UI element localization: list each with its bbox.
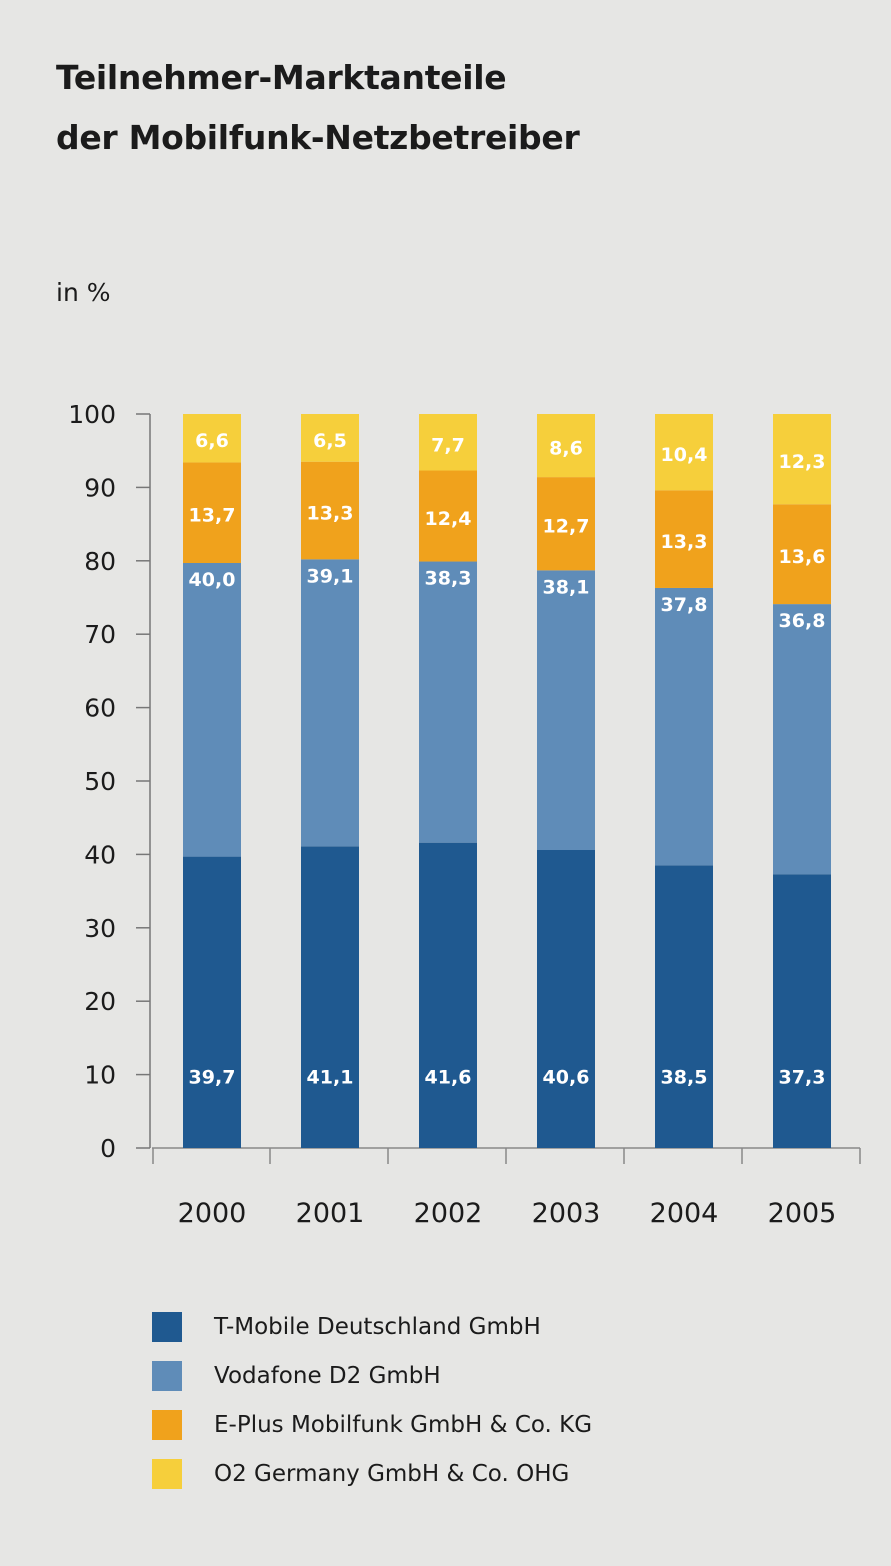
bar-segment [419, 561, 477, 843]
legend-label: O2 Germany GmbH & Co. OHG [214, 1460, 570, 1487]
legend-swatch [152, 1458, 182, 1489]
y-axis-unit-label: in % [56, 278, 111, 307]
data-label: 37,3 [779, 1067, 826, 1089]
legend-label: E-Plus Mobilfunk GmbH & Co. KG [214, 1411, 593, 1438]
data-label: 12,7 [543, 516, 590, 538]
data-label: 6,6 [195, 430, 229, 452]
bar-segment [537, 849, 595, 1148]
y-tick-label: 20 [84, 987, 116, 1016]
data-label: 8,6 [549, 438, 583, 460]
data-label: 7,7 [431, 434, 465, 456]
chart-title-line-2: der Mobilfunk-Netzbetreiber [56, 118, 580, 157]
bar-segment [419, 470, 477, 562]
y-tick-label: 70 [84, 620, 116, 649]
y-tick-label: 80 [84, 547, 116, 576]
data-label: 6,5 [313, 430, 347, 452]
data-label: 40,0 [189, 569, 236, 591]
data-label: 13,7 [189, 505, 236, 527]
y-tick-label: 0 [100, 1134, 116, 1163]
bar-segment [773, 504, 831, 605]
y-tick-label: 60 [84, 694, 116, 723]
bar-segment [419, 414, 477, 471]
y-tick-label: 10 [84, 1061, 116, 1090]
bar-segment [655, 587, 713, 866]
x-tick-label: 2004 [650, 1198, 719, 1229]
x-tick-label: 2003 [532, 1198, 601, 1229]
data-label: 37,8 [661, 594, 708, 616]
data-label: 38,3 [425, 568, 472, 590]
stacked-bar-chart: 0 10 20 30 40 50 60 70 80 90 100 39,7 40,0 13,7 6,6 200… [68, 400, 861, 1229]
bar-segment [301, 559, 359, 847]
data-label: 13,3 [661, 531, 708, 553]
x-tick-label: 2005 [768, 1198, 837, 1229]
bar-segment [183, 414, 241, 463]
legend-item: Vodafone D2 GmbH [152, 1351, 592, 1400]
data-label: 10,4 [661, 444, 708, 466]
bar-segment [773, 604, 831, 875]
y-tick-label: 90 [84, 473, 116, 502]
y-tick-label: 50 [84, 767, 116, 796]
legend-swatch [152, 1311, 182, 1342]
y-tick-label: 40 [84, 840, 116, 869]
bar-segment [301, 461, 359, 560]
y-tick-label: 100 [68, 400, 116, 429]
chart-title-line-1: Teilnehmer-Marktanteile [56, 58, 507, 97]
y-tick-label: 30 [84, 914, 116, 943]
bar-segment [773, 874, 831, 1148]
data-label: 12,4 [425, 508, 472, 530]
x-tick-label: 2001 [296, 1198, 365, 1229]
legend-label: T-Mobile Deutschland GmbH [214, 1313, 541, 1340]
bar-segment [183, 563, 241, 857]
data-label: 13,6 [779, 546, 826, 568]
data-label: 38,1 [543, 576, 590, 598]
bar-segment [183, 462, 241, 564]
legend-item: T-Mobile Deutschland GmbH [152, 1302, 592, 1351]
bar-segment [301, 846, 359, 1148]
x-tick-label: 2000 [178, 1198, 247, 1229]
bar-segment [301, 414, 359, 462]
data-label: 40,6 [543, 1067, 590, 1089]
data-label: 41,6 [425, 1067, 472, 1089]
legend-swatch [152, 1409, 182, 1440]
data-label: 12,3 [779, 451, 826, 473]
chart-legend: T-Mobile Deutschland GmbH Vodafone D2 Gmb… [152, 1302, 592, 1498]
data-label: 39,1 [307, 565, 354, 587]
data-label: 13,3 [307, 503, 354, 525]
bar-segment [537, 477, 595, 571]
bar-segment [183, 856, 241, 1148]
legend-item: O2 Germany GmbH & Co. OHG [152, 1449, 592, 1498]
data-label: 38,5 [661, 1067, 708, 1089]
x-tick-label: 2002 [414, 1198, 483, 1229]
bar-segment [537, 414, 595, 478]
data-label: 41,1 [307, 1067, 354, 1089]
legend-label: Vodafone D2 GmbH [214, 1362, 441, 1389]
bar-segment [655, 865, 713, 1148]
bar-segment [655, 490, 713, 588]
data-label: 39,7 [189, 1067, 236, 1089]
legend-swatch [152, 1360, 182, 1391]
bar-segment [419, 842, 477, 1148]
bar-segment [655, 414, 713, 491]
legend-item: E-Plus Mobilfunk GmbH & Co. KG [152, 1400, 592, 1449]
bar-segment [773, 414, 831, 505]
data-label: 36,8 [779, 610, 826, 632]
bar-segment [537, 570, 595, 850]
chart-title: Teilnehmer-Marktanteile der Mobilfunk-Ne… [56, 48, 580, 168]
